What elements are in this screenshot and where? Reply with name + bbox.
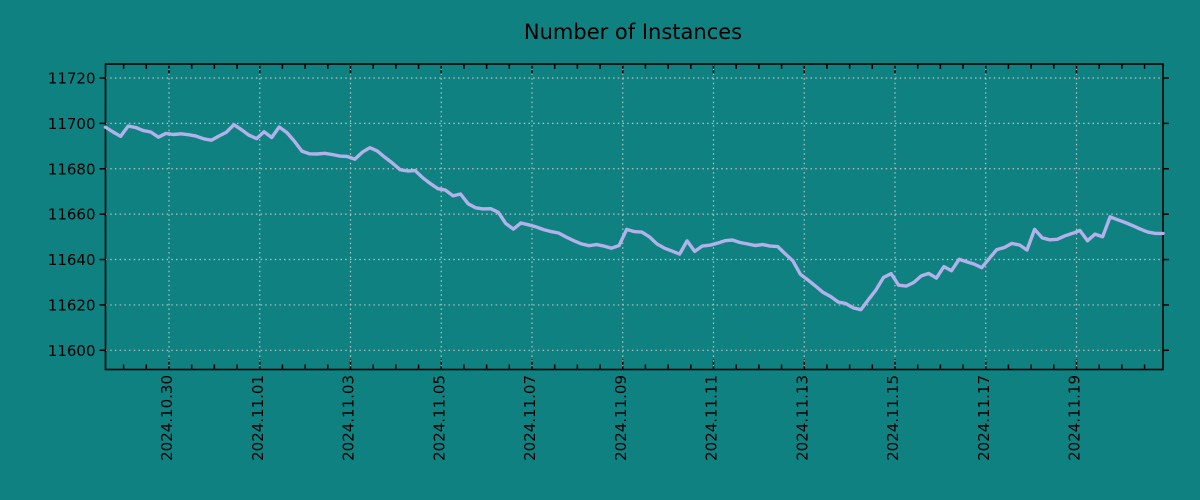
y-axis-tick-label: 11720 xyxy=(48,70,96,88)
chart-title: Number of Instances xyxy=(524,20,742,44)
y-axis-tick-label: 11620 xyxy=(48,296,96,314)
x-axis-tick-label: 2024.11.09 xyxy=(612,375,630,461)
y-axis-tick-label: 11600 xyxy=(48,342,96,360)
x-axis-tick-label: 2024.10.30 xyxy=(158,375,176,461)
y-axis-tick-label: 11660 xyxy=(48,206,96,224)
x-axis-tick-label: 2024.11.01 xyxy=(249,375,267,461)
x-axis-tick-label: 2024.11.05 xyxy=(430,375,448,461)
x-axis-tick-label: 2024.11.19 xyxy=(1066,375,1084,461)
x-axis-tick-label: 2024.11.15 xyxy=(884,375,902,461)
y-axis-tick-label: 11700 xyxy=(48,115,96,133)
y-axis-tick-label: 11680 xyxy=(48,160,96,178)
x-axis-tick-label: 2024.11.03 xyxy=(340,375,358,461)
x-axis-tick-label: 2024.11.17 xyxy=(975,375,993,461)
x-axis-tick-label: 2024.11.07 xyxy=(521,375,539,461)
series-line xyxy=(103,122,1165,312)
x-axis-tick-label: 2024.11.11 xyxy=(703,375,721,461)
x-axis-tick-label: 2024.11.13 xyxy=(793,375,811,461)
plot-border xyxy=(104,63,1164,371)
y-axis-tick-label: 11640 xyxy=(48,251,96,269)
